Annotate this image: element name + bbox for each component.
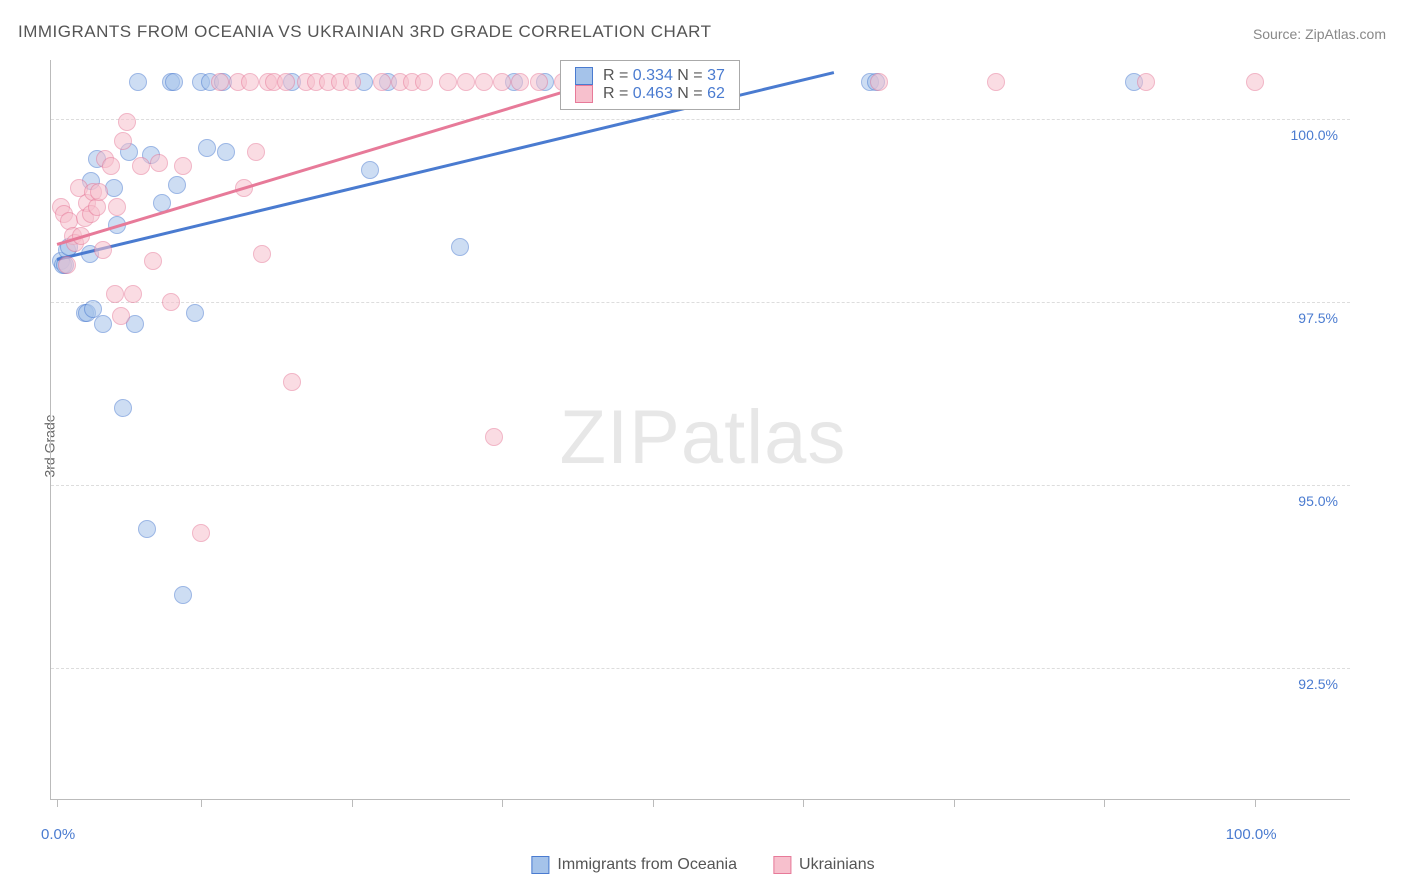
scatter-point-oceania (94, 315, 112, 333)
legend-item-oceania: Immigrants from Oceania (531, 856, 737, 874)
scatter-point-ukrainians (90, 183, 108, 201)
x-tick (1255, 799, 1256, 807)
x-tick (1104, 799, 1105, 807)
chart-title: IMMIGRANTS FROM OCEANIA VS UKRAINIAN 3RD… (18, 22, 712, 42)
scatter-point-ukrainians (150, 154, 168, 172)
scatter-point-ukrainians (439, 73, 457, 91)
scatter-point-ukrainians (94, 241, 112, 259)
x-tick (803, 799, 804, 807)
legend-swatch-ukrainians (773, 856, 791, 874)
scatter-point-ukrainians (58, 256, 76, 274)
scatter-point-ukrainians (277, 73, 295, 91)
scatter-point-ukrainians (162, 293, 180, 311)
r-text: R = 0.334 N = 37 (603, 67, 725, 85)
legend-swatch (575, 67, 593, 85)
scatter-point-ukrainians (211, 73, 229, 91)
scatter-point-ukrainians (343, 73, 361, 91)
scatter-point-ukrainians (102, 157, 120, 175)
scatter-point-ukrainians (457, 73, 475, 91)
gridline (51, 302, 1350, 303)
y-tick-label: 92.5% (1298, 676, 1338, 692)
scatter-point-ukrainians (1137, 73, 1155, 91)
scatter-point-oceania (198, 139, 216, 157)
x-tick (502, 799, 503, 807)
x-tick (352, 799, 353, 807)
gridline (51, 485, 1350, 486)
scatter-point-ukrainians (112, 307, 130, 325)
scatter-point-ukrainians (1246, 73, 1264, 91)
scatter-point-ukrainians (485, 428, 503, 446)
r-text: R = 0.463 N = 62 (603, 85, 725, 103)
y-tick-label: 95.0% (1298, 493, 1338, 509)
legend-label-oceania: Immigrants from Oceania (557, 856, 737, 874)
scatter-point-ukrainians (192, 524, 210, 542)
scatter-point-ukrainians (124, 285, 142, 303)
scatter-point-oceania (186, 304, 204, 322)
bottom-legend: Immigrants from Oceania Ukrainians (531, 856, 874, 874)
gridline (51, 668, 1350, 669)
gridline (51, 119, 1350, 120)
legend-swatch (575, 85, 593, 103)
scatter-point-ukrainians (511, 73, 529, 91)
scatter-point-oceania (174, 586, 192, 604)
y-tick-label: 100.0% (1291, 127, 1338, 143)
scatter-point-oceania (361, 161, 379, 179)
scatter-point-ukrainians (987, 73, 1005, 91)
scatter-point-ukrainians (870, 73, 888, 91)
legend-swatch-oceania (531, 856, 549, 874)
scatter-point-ukrainians (373, 73, 391, 91)
scatter-point-ukrainians (106, 285, 124, 303)
scatter-point-oceania (451, 238, 469, 256)
scatter-point-oceania (129, 73, 147, 91)
source-text: Source: ZipAtlas.com (1253, 26, 1386, 42)
legend-row-oceania: R = 0.334 N = 37 (575, 67, 725, 85)
legend-label-ukrainians: Ukrainians (799, 856, 875, 874)
x-tick-label-left: 0.0% (41, 826, 75, 843)
legend-row-ukrainians: R = 0.463 N = 62 (575, 85, 725, 103)
x-tick (57, 799, 58, 807)
scatter-point-ukrainians (493, 73, 511, 91)
x-tick (653, 799, 654, 807)
x-tick (954, 799, 955, 807)
scatter-point-ukrainians (118, 113, 136, 131)
scatter-point-ukrainians (174, 157, 192, 175)
x-tick (201, 799, 202, 807)
scatter-point-ukrainians (144, 252, 162, 270)
scatter-point-oceania (168, 176, 186, 194)
scatter-point-ukrainians (283, 373, 301, 391)
scatter-point-oceania (138, 520, 156, 538)
scatter-point-ukrainians (530, 73, 548, 91)
x-tick-label-right: 100.0% (1226, 826, 1277, 843)
plot-area: 92.5% 95.0% 97.5% 100.0% (50, 60, 1350, 800)
scatter-point-oceania (165, 73, 183, 91)
legend-item-ukrainians: Ukrainians (773, 856, 875, 874)
scatter-point-ukrainians (241, 73, 259, 91)
scatter-point-oceania (114, 399, 132, 417)
y-tick-label: 97.5% (1298, 310, 1338, 326)
scatter-point-ukrainians (475, 73, 493, 91)
scatter-point-ukrainians (247, 143, 265, 161)
scatter-point-ukrainians (415, 73, 433, 91)
scatter-point-oceania (217, 143, 235, 161)
correlation-legend: R = 0.334 N = 37R = 0.463 N = 62 (560, 60, 740, 110)
scatter-point-ukrainians (132, 157, 150, 175)
scatter-point-ukrainians (108, 198, 126, 216)
scatter-point-ukrainians (253, 245, 271, 263)
scatter-point-ukrainians (114, 132, 132, 150)
